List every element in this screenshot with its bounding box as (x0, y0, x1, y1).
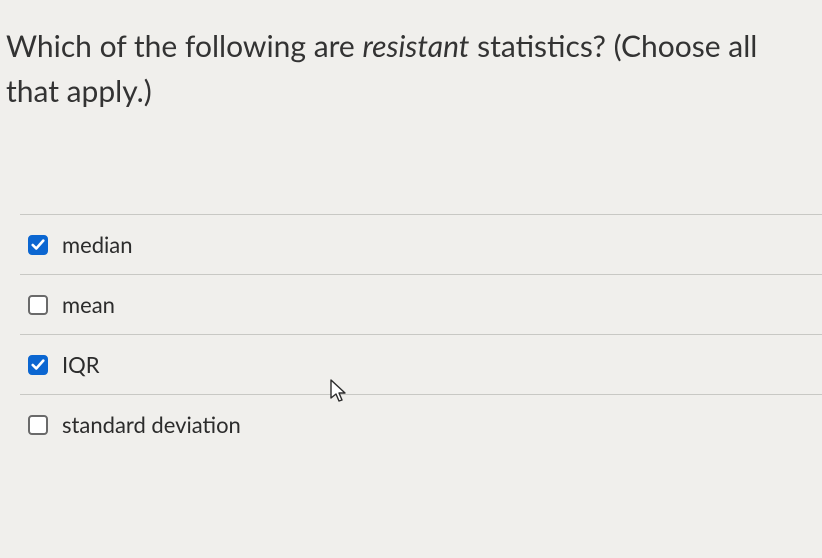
checkbox-standard-deviation[interactable] (28, 415, 48, 435)
checkbox-iqr[interactable] (28, 355, 48, 375)
question-text: Which of the following are resistant sta… (6, 24, 822, 114)
question-emphasis: resistant (362, 28, 469, 64)
quiz-question-container: Which of the following are resistant sta… (0, 0, 822, 558)
check-icon (31, 238, 45, 252)
check-icon (31, 358, 45, 372)
option-label: median (62, 231, 133, 258)
option-row-mean[interactable]: mean (20, 275, 822, 335)
question-text-part1: Which of the following are (6, 28, 362, 64)
option-label: mean (62, 291, 115, 318)
option-label: IQR (62, 351, 100, 378)
checkbox-mean[interactable] (28, 295, 48, 315)
options-list: median mean IQR standard deviation (20, 214, 822, 454)
option-row-median[interactable]: median (20, 215, 822, 275)
option-label: standard deviation (62, 411, 241, 438)
option-row-iqr[interactable]: IQR (20, 335, 822, 395)
checkbox-median[interactable] (28, 235, 48, 255)
option-row-standard-deviation[interactable]: standard deviation (20, 395, 822, 454)
